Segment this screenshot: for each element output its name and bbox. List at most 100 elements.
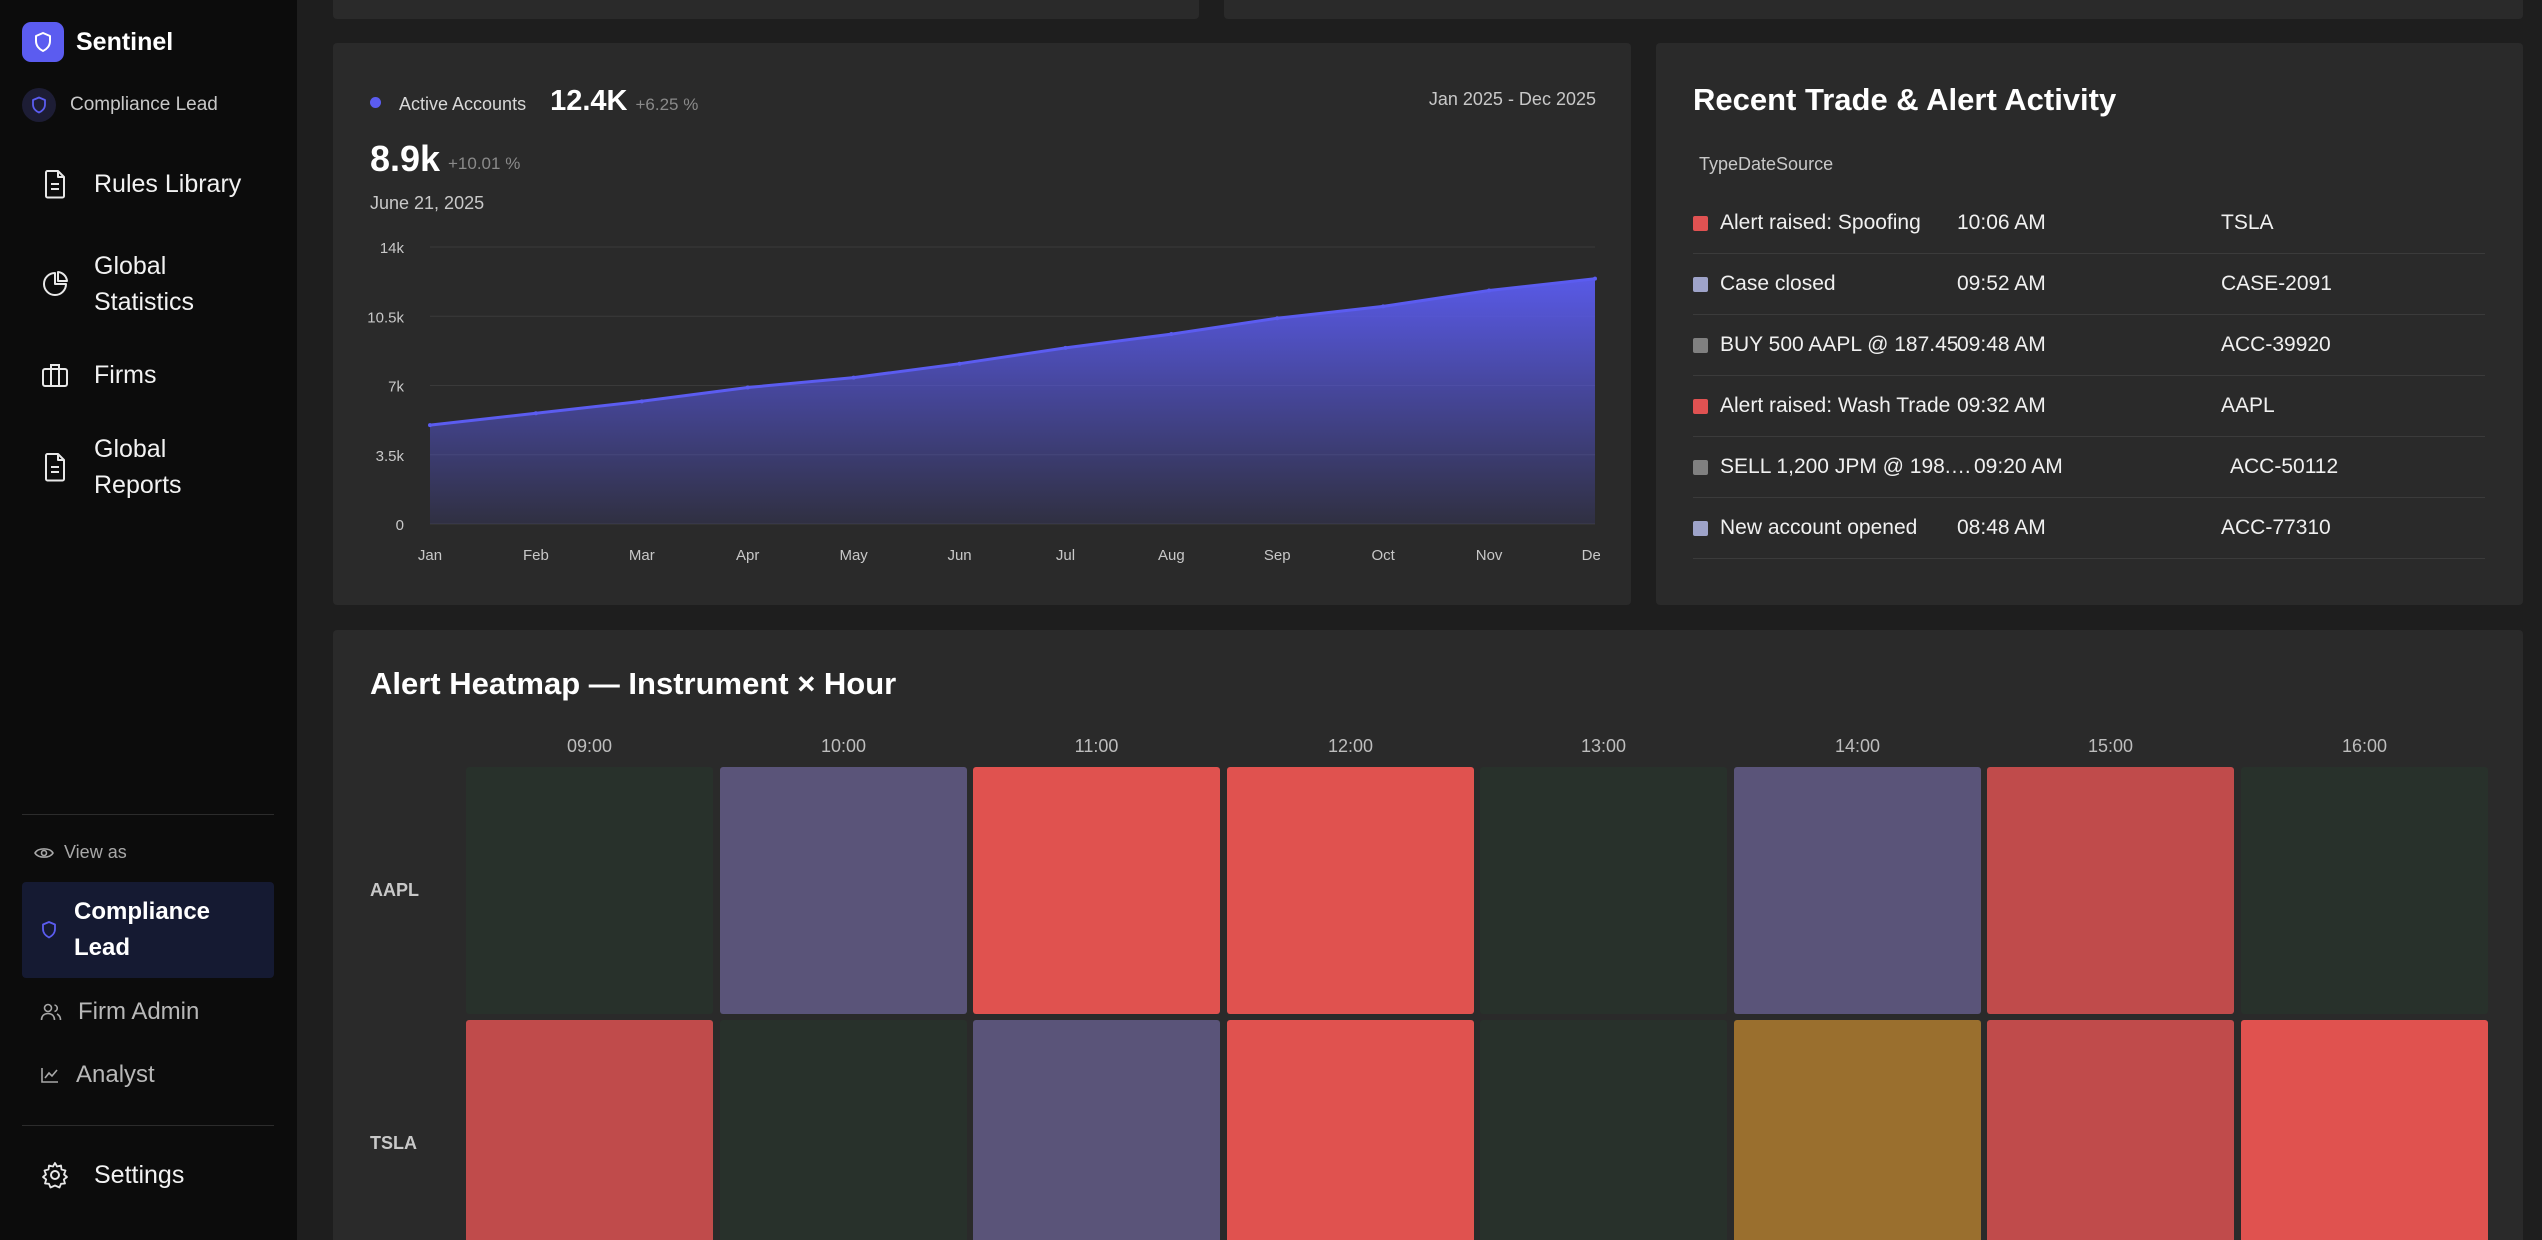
role-option-firm-admin[interactable]: Firm Admin <box>22 992 274 1032</box>
heatmap-hour-label: 10:00 <box>820 736 867 756</box>
top-card-right <box>1224 0 2523 19</box>
x-tick-label: Oct <box>1372 547 1396 564</box>
legend-change: +6.25 % <box>635 95 699 114</box>
gear-icon <box>42 1162 68 1189</box>
chart-date-range[interactable]: Jan 2025 - Dec 2025 <box>1428 89 1596 109</box>
sidebar-divider <box>22 814 274 815</box>
x-tick-label: Jun <box>947 547 971 564</box>
settings-button[interactable]: Settings <box>40 1160 184 1190</box>
activity-row[interactable]: SELL 1,200 JPM @ 198.… 09:20 AM ACC-50112 <box>1693 437 2485 498</box>
activity-type: Case closed <box>1720 272 1836 295</box>
activity-source[interactable]: CASE-2091 <box>2221 272 2332 295</box>
briefcase-icon <box>42 364 68 387</box>
activity-row[interactable]: Alert raised: Wash Trade 09:32 AM AAPL <box>1693 376 2485 437</box>
data-point[interactable] <box>957 361 962 366</box>
activity-time: 08:48 AM <box>1957 516 2046 539</box>
nav-rules-library[interactable]: Rules Library <box>40 166 241 202</box>
heatmap-cell[interactable] <box>720 1020 967 1240</box>
activity-source[interactable]: AAPL <box>2221 394 2275 417</box>
top-card-left <box>333 0 1199 19</box>
data-point[interactable] <box>851 375 856 380</box>
data-point[interactable] <box>1169 332 1174 337</box>
y-tick-label: 10.5k <box>367 309 404 326</box>
status-square <box>1693 460 1708 475</box>
heatmap-cell[interactable] <box>466 1020 713 1240</box>
focus-change: +10.01 % <box>448 154 521 173</box>
report-icon <box>45 453 65 482</box>
line-chart-icon <box>41 1068 58 1083</box>
view-as-label: View as <box>34 842 127 863</box>
data-point[interactable] <box>1275 316 1280 321</box>
x-tick-label: Apr <box>736 547 759 564</box>
activity-time: 09:52 AM <box>1957 272 2046 295</box>
data-point[interactable] <box>1593 276 1597 281</box>
heatmap-cell[interactable] <box>2241 767 2488 1014</box>
settings-label: Settings <box>94 1160 185 1189</box>
brand[interactable]: Sentinel <box>22 22 173 62</box>
role-option-label: Firm Admin <box>78 998 200 1025</box>
activity-row[interactable]: Alert raised: Spoofing 10:06 AM TSLA <box>1693 193 2485 254</box>
activity-type: New account opened <box>1720 516 1918 539</box>
heatmap-cell[interactable] <box>1480 767 1727 1014</box>
status-square <box>1693 338 1708 353</box>
heatmap-cell[interactable] <box>1227 767 1474 1014</box>
nav-label: Global Reports <box>94 435 182 499</box>
heatmap-hour-label: 14:00 <box>1834 736 1881 756</box>
activity-type: Alert raised: Spoofing <box>1720 211 1921 234</box>
role-option-analyst[interactable]: Analyst <box>22 1055 274 1095</box>
data-point[interactable] <box>1381 304 1386 309</box>
heatmap-hour-label: 09:00 <box>566 736 613 756</box>
nav-firms[interactable]: Firms <box>40 357 156 393</box>
focus-date: June 21, 2025 <box>370 193 485 213</box>
activity-row[interactable]: New account opened 08:48 AM ACC-77310 <box>1693 498 2485 559</box>
accounts-area-chart[interactable]: 0 3.5k 7k 10.5k 14k Jan Feb Mar Apr May Jun Jul Aug S… <box>360 230 1600 575</box>
heatmap-cell[interactable] <box>2241 1020 2488 1240</box>
activity-source[interactable]: ACC-50112 <box>2230 455 2339 478</box>
x-tick-label: May <box>839 547 868 564</box>
series-line[interactable] <box>429 277 1596 427</box>
heatmap-cell[interactable] <box>1987 767 2234 1014</box>
heatmap-cell[interactable] <box>466 767 713 1014</box>
activity-source[interactable]: ACC-39920 <box>2221 333 2331 356</box>
heatmap-hour-label: 15:00 <box>2087 736 2134 756</box>
role-option-compliance-lead[interactable]: Compliance Lead <box>22 882 274 978</box>
activity-source[interactable]: ACC-77310 <box>2221 516 2331 539</box>
heatmap-cell[interactable] <box>1734 1020 1981 1240</box>
data-point[interactable] <box>1063 345 1068 350</box>
heatmap-cell[interactable] <box>1987 1020 2234 1240</box>
heatmap-cell[interactable] <box>1734 767 1981 1014</box>
data-point[interactable] <box>639 399 644 404</box>
data-point[interactable] <box>745 385 750 390</box>
heatmap-title: Alert Heatmap — Instrument × Hour <box>370 666 897 701</box>
heatmap-cell[interactable] <box>1227 1020 1474 1240</box>
heatmap-instrument-label: AAPL <box>370 880 419 900</box>
data-point[interactable] <box>533 411 538 416</box>
role-option-label: Analyst <box>76 1061 155 1088</box>
x-tick-label: Nov <box>1476 547 1503 564</box>
activity-row[interactable]: BUY 500 AAPL @ 187.45 09:48 AM ACC-39920 <box>1693 315 2485 376</box>
current-role-chip: Compliance Lead <box>22 88 218 122</box>
heatmap-hour-label: 13:00 <box>1580 736 1627 756</box>
data-point[interactable] <box>428 423 432 428</box>
heatmap-cell[interactable] <box>973 1020 1220 1240</box>
document-icon <box>45 170 65 199</box>
legend-dot <box>370 97 381 108</box>
heatmap-cell[interactable] <box>720 767 967 1014</box>
x-tick-label: Jul <box>1056 547 1075 564</box>
shield-icon <box>22 88 56 122</box>
nav-global-statistics[interactable]: Global Statistics <box>40 248 240 320</box>
nav-label: Rules Library <box>94 170 242 198</box>
nav-global-reports[interactable]: Global Reports <box>40 431 240 503</box>
eye-icon <box>34 847 54 858</box>
activity-time: 09:20 AM <box>1974 455 2063 478</box>
sidebar: Sentinel Compliance Lead Rules Library G… <box>0 0 297 1240</box>
activity-source[interactable]: TSLA <box>2221 211 2274 234</box>
activity-row[interactable]: Case closed 09:52 AM CASE-2091 <box>1693 254 2485 315</box>
status-square <box>1693 277 1708 292</box>
heatmap-hour-label: 11:00 <box>1074 736 1119 756</box>
data-point[interactable] <box>1487 288 1492 293</box>
heatmap-cell[interactable] <box>1480 1020 1727 1240</box>
activity-title: Recent Trade & Alert Activity <box>1693 82 2117 117</box>
heatmap-cell[interactable] <box>973 767 1220 1014</box>
